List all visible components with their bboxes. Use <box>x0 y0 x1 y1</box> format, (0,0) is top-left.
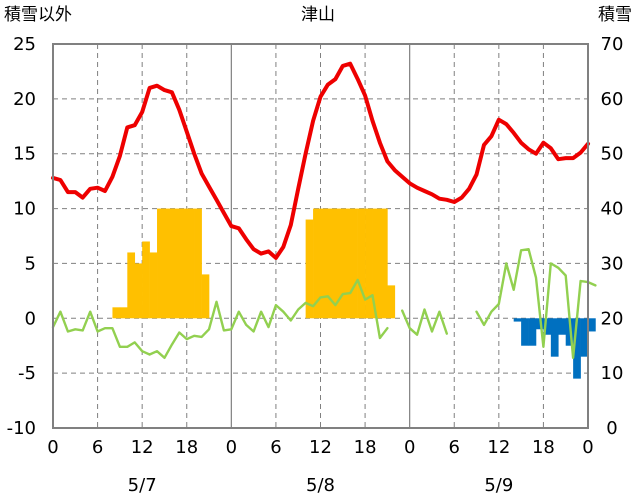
bar <box>387 285 396 319</box>
x-tick-label: 18 <box>354 437 377 458</box>
bar <box>112 307 121 319</box>
bar-series <box>112 208 596 379</box>
right-tick-label: 20 <box>601 308 624 329</box>
bar <box>201 274 210 319</box>
bar <box>327 208 336 319</box>
left-tick-label: -5 <box>18 363 36 384</box>
bar <box>580 318 589 357</box>
right-tick-label: 0 <box>606 418 617 439</box>
bar <box>521 318 529 346</box>
right-axis-label: 積雪 <box>598 5 632 25</box>
left-axis-label: 積雪以外 <box>4 5 72 25</box>
left-tick-label: -10 <box>7 418 36 439</box>
bar <box>558 318 567 335</box>
left-tick-label: 0 <box>25 308 36 329</box>
bar <box>127 252 136 319</box>
bar <box>550 318 559 357</box>
bar <box>305 219 314 319</box>
x-tick-label: 12 <box>131 437 154 458</box>
bar <box>335 208 344 319</box>
date-label: 5/7 <box>128 475 157 496</box>
x-tick-label: 0 <box>404 437 415 458</box>
x-tick-label: 0 <box>226 437 237 458</box>
x-tick-label: 6 <box>270 437 281 458</box>
plot-border <box>52 43 589 429</box>
line-series <box>51 61 597 359</box>
bar <box>171 208 180 319</box>
bar <box>365 208 373 319</box>
x-tick-label: 18 <box>175 437 198 458</box>
bar <box>342 208 351 319</box>
temperature-line <box>51 61 590 260</box>
bar <box>149 252 158 319</box>
bar <box>357 208 366 319</box>
left-tick-label: 15 <box>13 144 36 165</box>
bar <box>565 318 574 346</box>
right-tick-label: 10 <box>601 363 624 384</box>
date-label: 5/9 <box>484 475 513 496</box>
x-tick-label: 18 <box>532 437 555 458</box>
bar <box>588 318 596 332</box>
x-tick-label: 0 <box>47 437 58 458</box>
bar <box>157 208 165 319</box>
right-tick-label: 30 <box>601 253 624 274</box>
bar <box>164 208 173 319</box>
bar <box>186 208 195 319</box>
left-tick-label: 20 <box>13 89 36 110</box>
axis-labels: 積雪以外 津山 積雪 2520151050-5-1070605040302010… <box>4 5 632 496</box>
bar <box>194 208 202 319</box>
bar <box>134 263 143 319</box>
right-tick-label: 40 <box>601 199 624 220</box>
left-tick-label: 10 <box>13 199 36 220</box>
bar <box>372 208 381 319</box>
bar <box>179 208 188 319</box>
date-label: 5/8 <box>306 475 335 496</box>
bar <box>313 208 321 319</box>
right-tick-label: 60 <box>601 89 624 110</box>
bar <box>573 318 581 379</box>
bar <box>528 318 537 346</box>
left-tick-label: 5 <box>25 253 36 274</box>
bar <box>320 208 329 319</box>
x-tick-label: 6 <box>92 437 103 458</box>
bar <box>513 318 522 322</box>
x-tick-label: 12 <box>309 437 332 458</box>
left-tick-label: 25 <box>13 34 36 55</box>
bar <box>142 241 150 319</box>
green-series-line <box>51 248 597 359</box>
bar <box>379 208 388 319</box>
x-tick-label: 12 <box>487 437 510 458</box>
right-tick-label: 50 <box>601 144 624 165</box>
x-tick-label: 0 <box>582 437 593 458</box>
bar <box>543 318 552 335</box>
bar <box>350 208 358 319</box>
plot-frame <box>52 43 589 429</box>
bar <box>119 307 128 319</box>
x-tick-label: 6 <box>449 437 460 458</box>
chart-title: 津山 <box>301 5 335 25</box>
right-tick-label: 70 <box>601 34 624 55</box>
